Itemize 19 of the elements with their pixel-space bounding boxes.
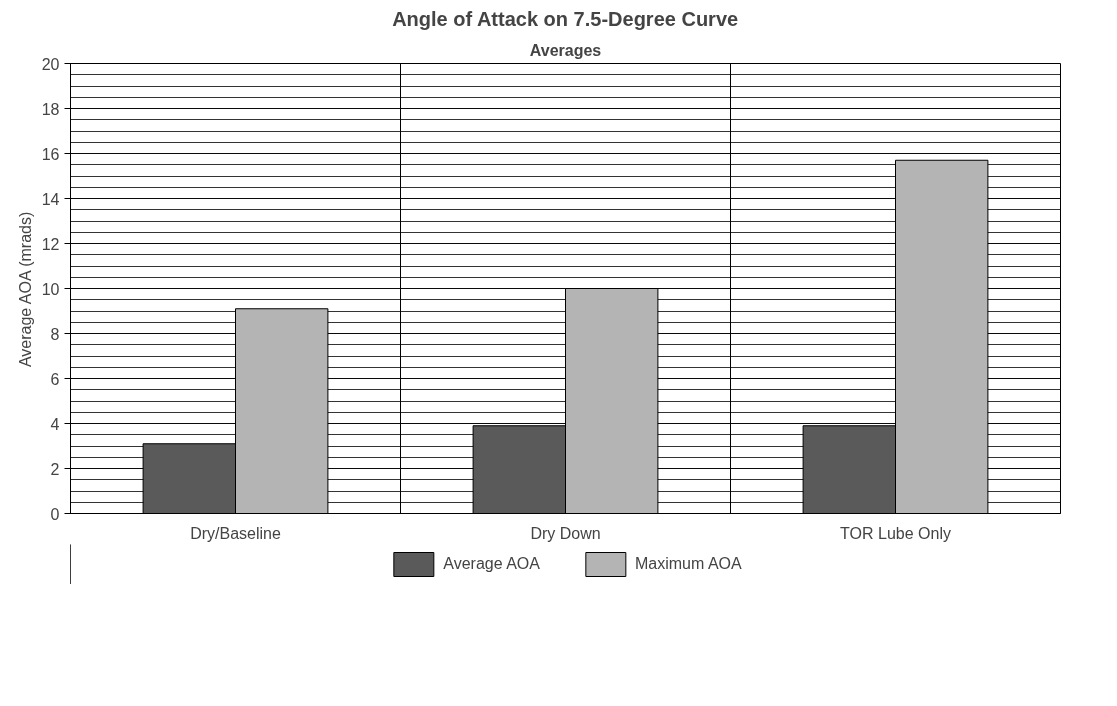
legend-label: Maximum AOA bbox=[634, 555, 742, 573]
chart-title: Angle of Attack on 7.5-Degree Curve bbox=[392, 7, 739, 30]
legend-label: Average AOA bbox=[443, 555, 540, 573]
y-tick-label: 8 bbox=[50, 325, 60, 343]
y-tick-label: 14 bbox=[41, 190, 60, 208]
y-tick-label: 12 bbox=[41, 235, 60, 253]
y-tick-label: 2 bbox=[50, 460, 60, 478]
y-tick-label: 6 bbox=[50, 370, 60, 388]
x-tick-label: TOR Lube Only bbox=[840, 524, 951, 542]
x-tick-label: Dry/Baseline bbox=[190, 524, 281, 542]
y-tick-label: 0 bbox=[50, 505, 60, 523]
y-tick-label: 4 bbox=[50, 415, 60, 433]
x-tick-label: Dry Down bbox=[530, 524, 601, 542]
y-axis-title: Average AOA (mrads) bbox=[16, 211, 34, 368]
y-tick-label: 10 bbox=[41, 280, 60, 298]
y-tick-label: 16 bbox=[41, 145, 60, 163]
y-tick-label: 18 bbox=[41, 100, 60, 118]
chart-subtitle: Averages bbox=[529, 41, 602, 59]
y-tick-label: 20 bbox=[41, 55, 60, 73]
